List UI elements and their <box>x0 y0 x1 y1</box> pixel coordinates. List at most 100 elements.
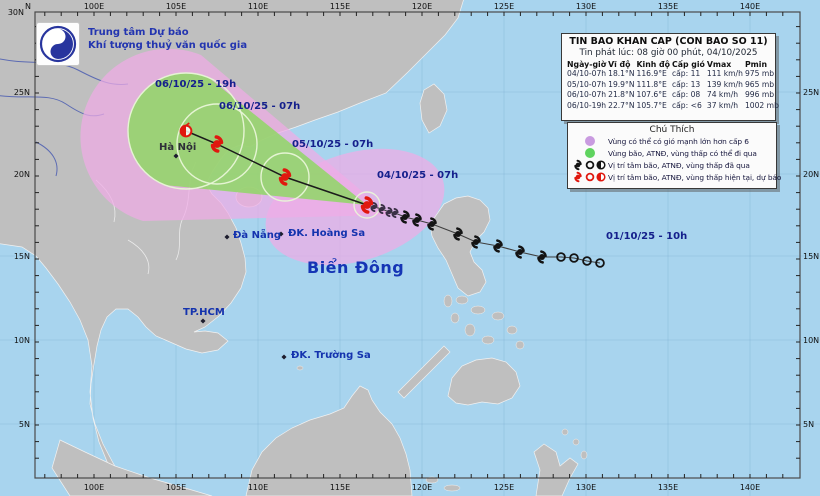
border-line <box>127 239 150 275</box>
storm-table-cell: 19.9°N <box>608 79 635 89</box>
map-frame <box>34 11 801 479</box>
legend-panel: Chú Thích Vùng có thể có gió mạnh lớn hơ… <box>567 122 781 189</box>
small-island <box>464 323 476 337</box>
storm-table-cell: 111 km/h <box>706 69 743 78</box>
river-line <box>35 141 58 177</box>
small-island <box>455 295 469 305</box>
storm-table-cell: 18.1°N <box>608 69 635 78</box>
storm-table-row: 06/10-19h 22.7°N 105.7°E cấp: <6 37 km/h 1002… <box>566 101 780 112</box>
past-storm-marker <box>537 250 547 264</box>
legend-item: Vị trí tâm bão, ATNĐ, vùng thấp đã qua <box>572 159 772 171</box>
storm-table-col-header: Ngày-giờ <box>567 60 607 69</box>
uncertainty-circle <box>260 152 310 202</box>
past-storm-marker <box>453 227 463 241</box>
storm-table-cell: 116.9°E <box>636 69 667 78</box>
past-symbols-icon <box>572 159 608 171</box>
storm-table-cell: 1002 mb <box>744 100 779 110</box>
small-island <box>481 335 495 345</box>
small-island <box>580 450 588 460</box>
landmass-borneo <box>245 385 413 496</box>
small-island <box>443 484 461 492</box>
landmass-mindanao <box>447 357 521 406</box>
legend-item-label: Vùng có thể có gió mạnh lớn hơn cấp 6 <box>608 136 749 146</box>
legend-item-label: Vùng bão, ATNĐ, vùng thấp có thể đi qua <box>608 148 757 158</box>
storm-table-cell: cấp: <6 <box>671 100 702 110</box>
storm-bulletin-issued-time: Tin phát lúc: 08 giờ 00 phút, 04/10/2025 <box>579 48 758 58</box>
area-green-icon <box>572 147 608 159</box>
small-island <box>491 311 505 321</box>
past-low-marker <box>595 258 605 268</box>
storm-table-row: 05/10-07h 19.9°N 111.8°E cấp: 13 139 km/h 965… <box>566 80 780 91</box>
storm-table-cell: 74 km/h <box>706 90 739 99</box>
storm-table-cell: 107.6°E <box>636 90 667 99</box>
uncertainty-circle <box>353 191 381 219</box>
storm-table-cell: 06/10-07h <box>567 90 607 99</box>
small-island <box>443 294 453 308</box>
past-storm-marker <box>412 213 422 227</box>
agency-name: Trung tâm Dự báo Khí tượng thuỷ văn quốc… <box>88 22 247 52</box>
storm-table-cell: 04/10-07h <box>567 69 607 78</box>
legend-title: Chú Thích <box>649 125 695 135</box>
past-storm-marker-small <box>385 206 393 218</box>
agency-logo-icon <box>39 25 77 63</box>
small-island <box>296 365 304 371</box>
past-storm-marker-small <box>378 203 386 215</box>
storm-table-cell: 139 km/h <box>706 79 743 89</box>
landmass-luzon <box>429 195 491 297</box>
past-low-marker <box>569 253 579 263</box>
storm-table-body: 04/10-07h 18.1°N 116.9°E cấp: 11 111 km/h 975… <box>566 69 780 111</box>
legend-rows: Vùng có thể có gió mạnh lớn hơn cấp 6 Vùn… <box>572 135 781 183</box>
storm-table-col-header: Cấp gió <box>671 60 705 69</box>
past-storm-marker <box>427 217 437 231</box>
storm-table-col-header: Pmin <box>744 60 767 69</box>
storm-table-cell: 965 mb <box>744 79 775 89</box>
past-low-marker <box>582 256 592 266</box>
storm-table-cell: cấp: 13 <box>671 79 701 89</box>
forecast-storm-marker <box>278 168 292 186</box>
storm-table-cell: 37 km/h <box>706 100 739 110</box>
legend-item-label: Vị trí tâm bão, ATNĐ, vùng thấp hiện tại… <box>608 172 782 182</box>
forecast-storm-marker <box>210 135 224 153</box>
area-purple-icon <box>572 135 608 147</box>
storm-table-cell: 22.7°N <box>608 100 635 110</box>
storm-table-cell: 105.7°E <box>636 100 667 110</box>
storm-table-col-header: Vĩ độ <box>608 60 631 69</box>
small-island <box>450 312 460 324</box>
past-low-marker <box>556 252 566 262</box>
agency-name-line2: Khí tượng thuỷ văn quốc gia <box>88 39 248 51</box>
legend-item: Vùng bão, ATNĐ, vùng thấp có thể đi qua <box>572 147 772 159</box>
storm-table-cell: cấp: 11 <box>671 69 701 78</box>
uncertainty-circle <box>176 103 258 185</box>
past-storm-marker <box>471 235 481 249</box>
forecast-symbols-icon <box>572 171 608 183</box>
storm-table-head: Ngày-giờ Vĩ độ Kinh độ Cấp gió Vmax Pmin <box>566 60 780 69</box>
current-storm-marker <box>360 196 374 214</box>
forecast-low-marker <box>179 122 193 138</box>
small-island <box>572 438 580 446</box>
storm-table-row: 06/10-07h 21.8°N 107.6°E cấp: 08 74 km/h 996 … <box>566 90 780 101</box>
landmass-taiwan <box>419 83 448 134</box>
storm-info-panel: TIN BAO KHAN CAP (CON BAO SO 11) Tin phá… <box>561 33 779 121</box>
landmass-sulawesi <box>533 443 579 496</box>
legend-item: Vùng có thể có gió mạnh lớn hơn cấp 6 <box>572 135 772 147</box>
small-island <box>470 305 486 315</box>
storm-table-cell: 21.8°N <box>608 90 635 99</box>
legend-item-label: Vị trí tâm bão, ATNĐ, vùng thấp đã qua <box>608 160 750 170</box>
storm-table-cell: 06/10-19h <box>567 100 607 110</box>
uncertainty-circle <box>127 72 245 190</box>
storm-table-cell: 05/10-07h <box>567 79 607 89</box>
agency-header: Trung tâm Dự báo Khí tượng thuỷ văn quốc… <box>36 22 247 66</box>
legend-item: Vị trí tâm bão, ATNĐ, vùng thấp hiện tại… <box>572 171 781 183</box>
storm-table-col-header: Kinh độ <box>636 60 670 69</box>
storm-table-cell: 111.8°E <box>636 79 667 89</box>
storm-table-cell: 996 mb <box>744 90 775 99</box>
storm-bulletin-title: TIN BAO KHAN CAP (CON BAO SO 11) <box>569 36 768 47</box>
agency-logo-box <box>36 22 80 66</box>
agency-name-line1: Trung tâm Dự báo <box>88 27 189 38</box>
storm-forecast-table: Ngày-giờ Vĩ độ Kinh độ Cấp gió Vmax Pmin 04/1… <box>566 60 780 111</box>
past-storm-marker-small <box>370 201 378 213</box>
storm-table-col-header: Vmax <box>706 60 732 69</box>
past-storm-marker <box>400 210 410 224</box>
past-storm-marker <box>493 239 503 253</box>
